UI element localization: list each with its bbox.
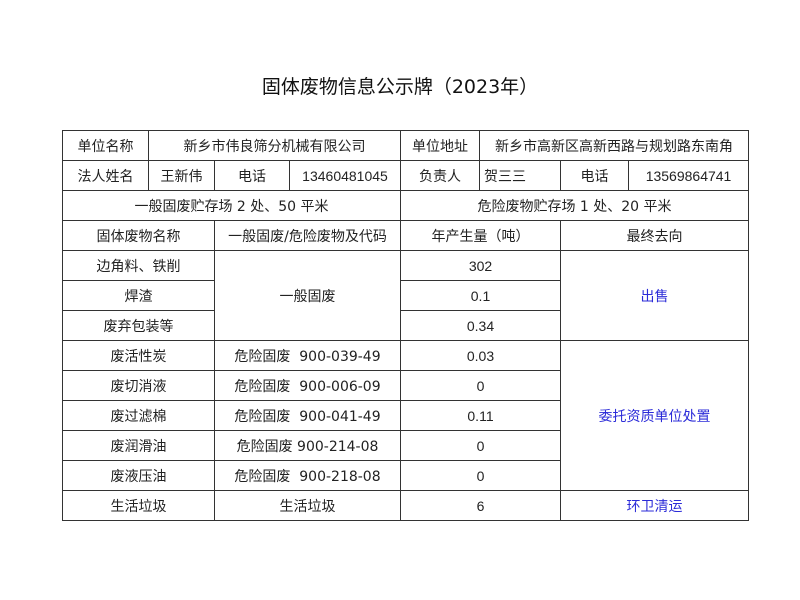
waste-code: 危险固废 900-218-08 xyxy=(214,460,401,491)
legal-phone: 13460481045 xyxy=(289,160,401,191)
waste-code: 危险固废 900-041-49 xyxy=(214,400,401,431)
destination: 环卫清运 xyxy=(559,490,750,521)
waste-amount: 0.03 xyxy=(400,340,561,371)
header-code: 一般固废/危险废物及代码 xyxy=(214,220,401,251)
resp-phone: 13569864741 xyxy=(627,160,750,191)
phone-label-2: 电话 xyxy=(560,160,629,191)
resp-label: 负责人 xyxy=(400,160,480,191)
waste-amount: 0.34 xyxy=(400,310,561,341)
waste-amount: 0.11 xyxy=(400,400,561,431)
waste-code: 危险固废 900-214-08 xyxy=(214,430,401,461)
waste-code: 危险固废 900-039-49 xyxy=(214,340,401,371)
table-row: 焊渣 0.1 xyxy=(62,280,749,311)
unit-addr-label: 单位地址 xyxy=(400,130,480,161)
destination: 委托资质单位处置 xyxy=(559,340,750,491)
table-row: 废过滤棉 危险固废 900-041-49 0.11 xyxy=(62,400,749,431)
table-row: 法人姓名 王新伟 电话 13460481045 负责人 贺三三 电话 13569… xyxy=(62,160,750,191)
legal-label: 法人姓名 xyxy=(62,160,149,191)
header-name: 固体废物名称 xyxy=(62,220,215,251)
page-title: 固体废物信息公示牌（2023年） xyxy=(261,76,539,98)
table-row: 废切消液 危险固废 900-006-09 0 xyxy=(62,370,749,401)
waste-name: 废过滤棉 xyxy=(62,400,215,431)
header-row: 固体废物名称 一般固废/危险废物及代码 年产生量（吨） 最终去向 xyxy=(62,220,750,251)
unit-name: 新乡市伟良筛分机械有限公司 xyxy=(148,130,401,161)
waste-amount: 0 xyxy=(400,430,561,461)
unit-name-label: 单位名称 xyxy=(62,130,149,161)
waste-name: 废活性炭 xyxy=(62,340,215,371)
waste-amount: 6 xyxy=(400,490,561,521)
waste-amount: 302 xyxy=(400,250,561,281)
waste-code: 危险固废 900-006-09 xyxy=(214,370,401,401)
destination: 出售 xyxy=(559,250,750,341)
hazard-storage: 危险废物贮存场 1 处、20 平米 xyxy=(399,190,750,221)
waste-name: 废液压油 xyxy=(62,460,215,491)
table-row: 单位名称 新乡市伟良筛分机械有限公司 单位地址 新乡市高新区高新西路与规划路东南… xyxy=(62,130,750,161)
header-destination: 最终去向 xyxy=(559,220,750,251)
waste-name: 废润滑油 xyxy=(62,430,215,461)
waste-name: 边角料、铁削 xyxy=(62,250,215,281)
waste-info-table: 单位名称 新乡市伟良筛分机械有限公司 单位地址 新乡市高新区高新西路与规划路东南… xyxy=(62,130,750,521)
table-row: 生活垃圾 生活垃圾 6 环卫清运 xyxy=(62,490,750,521)
waste-name: 焊渣 xyxy=(62,280,215,311)
waste-amount: 0 xyxy=(400,370,561,401)
waste-amount: 0.1 xyxy=(400,280,561,311)
header-amount: 年产生量（吨） xyxy=(400,220,561,251)
waste-name: 生活垃圾 xyxy=(62,490,215,521)
legal-name: 王新伟 xyxy=(148,160,215,191)
phone-label: 电话 xyxy=(214,160,290,191)
resp-name: 贺三三 xyxy=(479,160,561,191)
table-row: 废弃包装等 0.34 xyxy=(62,310,749,341)
table-row: 废润滑油 危险固废 900-214-08 0 xyxy=(62,430,749,461)
table-row: 废活性炭 危险固废 900-039-49 0.03 委托资质单位处置 xyxy=(62,340,750,491)
waste-category: 一般固废 xyxy=(214,250,401,341)
table-row: 边角料、铁削 一般固废 302 出售 xyxy=(62,250,750,341)
table-row: 一般固废贮存场 2 处、50 平米 危险废物贮存场 1 处、20 平米 xyxy=(62,190,750,221)
waste-name: 废切消液 xyxy=(62,370,215,401)
general-storage: 一般固废贮存场 2 处、50 平米 xyxy=(62,190,401,221)
waste-amount: 0 xyxy=(400,460,561,491)
unit-addr: 新乡市高新区高新西路与规划路东南角 xyxy=(478,130,750,161)
waste-code: 生活垃圾 xyxy=(214,490,401,521)
waste-name: 废弃包装等 xyxy=(62,310,215,341)
